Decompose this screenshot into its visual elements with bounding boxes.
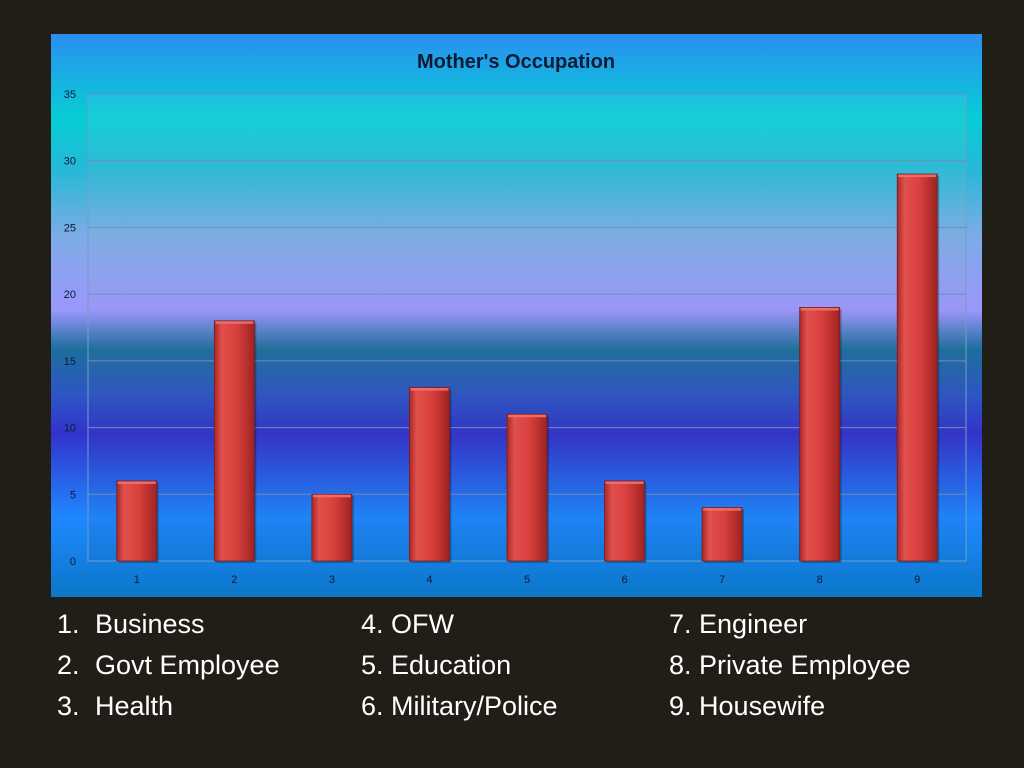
x-axis: 1 2 3 4 5 6 7 8 9 bbox=[134, 574, 921, 586]
x-tick-label: 1 bbox=[134, 574, 140, 586]
x-tick-label: 7 bbox=[719, 574, 725, 586]
legend-item-number: 8. bbox=[669, 650, 692, 680]
legend-item-label: Education bbox=[383, 650, 512, 680]
y-tick-label: 5 bbox=[70, 489, 76, 501]
legend-column-3: 7. Engineer 8. Private Employee 9. Housewi… bbox=[669, 608, 911, 731]
legend-item: 6. Military/Police bbox=[361, 690, 558, 731]
legend-item: 4. OFW bbox=[361, 608, 558, 649]
y-tick-label: 20 bbox=[64, 289, 76, 301]
legend-item: 5. Education bbox=[361, 649, 558, 690]
y-tick-label: 10 bbox=[64, 423, 76, 435]
x-tick-label: 3 bbox=[329, 574, 335, 586]
legend-item-number: 6. bbox=[361, 691, 384, 721]
legend-column-2: 4. OFW 5. Education 6. Military/Police bbox=[361, 608, 558, 731]
bar bbox=[213, 320, 257, 563]
legend-item-label: Health bbox=[95, 691, 174, 721]
bars bbox=[116, 173, 940, 564]
y-tick-label: 25 bbox=[64, 222, 76, 234]
y-tick-label: 15 bbox=[64, 356, 76, 368]
bar bbox=[311, 493, 354, 563]
x-tick-label: 5 bbox=[524, 574, 530, 586]
legend-item-label: Business bbox=[95, 609, 205, 639]
y-tick-label: 35 bbox=[64, 89, 76, 101]
legend-item-number: 2. bbox=[57, 650, 80, 680]
legend-item-number: 7. bbox=[669, 609, 692, 639]
bar bbox=[701, 507, 745, 563]
bar bbox=[409, 387, 452, 563]
bar bbox=[116, 480, 159, 563]
legend-item-number: 4. bbox=[361, 609, 384, 639]
bar bbox=[896, 173, 940, 564]
bar bbox=[604, 480, 647, 563]
legend-item-label: Military/Police bbox=[383, 691, 558, 721]
legend-item-number: 1. bbox=[57, 609, 80, 639]
legend-item: 2. Govt Employee bbox=[57, 649, 280, 690]
legend-item: 1. Business bbox=[57, 608, 280, 649]
legend-item: 7. Engineer bbox=[669, 608, 911, 649]
y-tick-label: 30 bbox=[64, 156, 76, 168]
legend-item-label: OFW bbox=[383, 609, 455, 639]
legend-item-number: 3. bbox=[57, 691, 80, 721]
x-tick-label: 2 bbox=[231, 574, 237, 586]
legend-item: 9. Housewife bbox=[669, 690, 911, 731]
bar-chart: 0 5 10 15 20 25 30 35 1 2 3 4 5 6 7 8 9 Mother's Occupa… bbox=[64, 51, 967, 586]
chart-area: 0 5 10 15 20 25 30 35 1 2 3 4 5 6 7 8 9 Mother's Occupa… bbox=[51, 34, 982, 597]
category-legend: 1. Business 2. Govt Employee 3. Health 4. OFW… bbox=[0, 600, 1024, 730]
legend-item-number: 5. bbox=[361, 650, 384, 680]
legend-item: 8. Private Employee bbox=[669, 649, 911, 690]
legend-item-number: 9. bbox=[669, 691, 692, 721]
x-tick-label: 4 bbox=[426, 574, 432, 586]
legend-item-label: Private Employee bbox=[691, 650, 911, 680]
chart-title: Mother's Occupation bbox=[417, 51, 615, 73]
x-tick-label: 8 bbox=[817, 574, 823, 586]
legend-item-label: Housewife bbox=[691, 691, 826, 721]
legend-item: 3. Health bbox=[57, 690, 280, 731]
x-tick-label: 6 bbox=[621, 574, 627, 586]
y-tick-label: 0 bbox=[70, 556, 76, 568]
y-axis: 0 5 10 15 20 25 30 35 bbox=[64, 89, 76, 568]
legend-column-1: 1. Business 2. Govt Employee 3. Health bbox=[57, 608, 280, 731]
bar bbox=[799, 307, 842, 563]
bar bbox=[506, 413, 549, 563]
legend-item-label: Engineer bbox=[691, 609, 808, 639]
x-tick-label: 9 bbox=[914, 574, 920, 586]
legend-item-label: Govt Employee bbox=[95, 650, 280, 680]
